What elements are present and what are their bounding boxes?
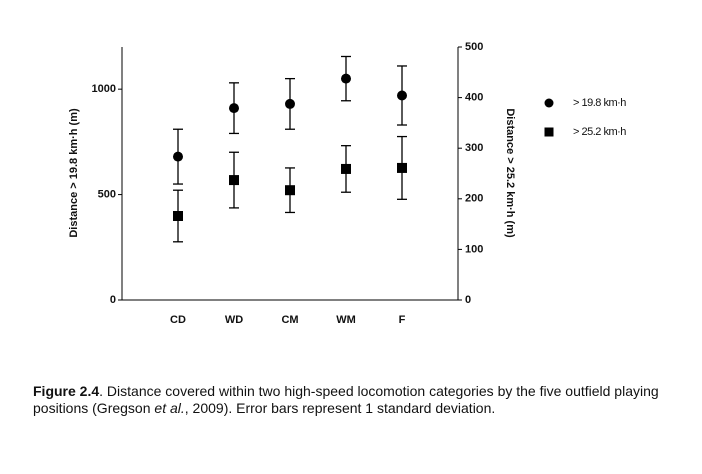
caption-text: , 2009). Error bars represent 1 standard… <box>184 400 496 416</box>
marker <box>285 98 295 109</box>
caption-text: . Distance covered within two high-speed… <box>33 383 659 416</box>
legend-marker <box>544 98 554 108</box>
caption-text: et al. <box>154 400 185 416</box>
y2-tick-label: 200 <box>465 193 483 205</box>
x-tick-label: WM <box>336 314 356 326</box>
x-tick-label: CD <box>170 314 186 326</box>
marker <box>229 175 239 186</box>
caption-label: Figure 2.4 <box>33 383 100 399</box>
legend-label: > 25.2 km·h <box>573 126 626 138</box>
x-tick-label: CM <box>281 314 298 326</box>
marker <box>397 90 407 101</box>
x-tick-label: WD <box>225 314 243 326</box>
marker <box>229 103 239 114</box>
marker <box>341 73 351 84</box>
marker <box>285 185 295 196</box>
legend-marker <box>544 127 554 137</box>
legend-label: > 19.8 km·h <box>573 97 626 109</box>
caption: Figure 2.4. Distance covered within two … <box>33 383 673 417</box>
y2-tick-label: 500 <box>465 41 483 53</box>
y-tick-label: 500 <box>98 188 116 200</box>
y-axis-label: Distance > 19.8 km·h (m) <box>68 108 80 238</box>
y-tick-label: 0 <box>110 294 116 306</box>
y2-tick-label: 400 <box>465 92 483 104</box>
y2-tick-label: 300 <box>465 142 483 154</box>
y-tick-label: 1000 <box>92 83 116 95</box>
x-tick-label: F <box>399 314 406 326</box>
marker <box>341 163 351 174</box>
y2-tick-label: 0 <box>465 294 471 306</box>
marker <box>173 151 183 162</box>
y2-tick-label: 100 <box>465 243 483 255</box>
marker <box>173 211 183 222</box>
y2-axis-label: Distance > 25.2 km·h (m) <box>504 108 516 238</box>
marker <box>397 162 407 173</box>
chart: Distance > 19.8 km·h (m) Distance > 25.2… <box>68 41 627 326</box>
